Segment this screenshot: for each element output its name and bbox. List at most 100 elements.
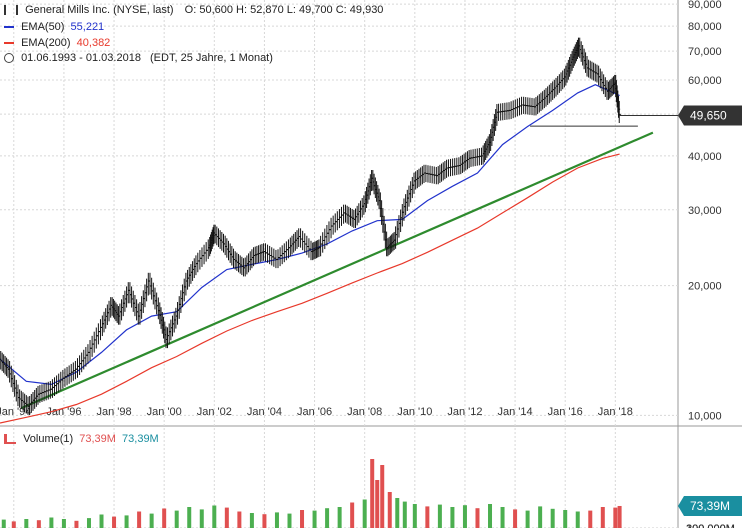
time-axis-tick: Jan '14 — [498, 406, 533, 418]
volume-bar — [402, 501, 407, 528]
volume-bar — [462, 505, 467, 528]
time-axis-tick: Jan '02 — [197, 406, 232, 418]
ema200-line — [0, 153, 620, 424]
volume-bar — [412, 504, 417, 528]
date-range: 01.06.1993 - 01.03.2018 (EDT, 25 Jahre, … — [4, 52, 273, 64]
price-axis-tick: 20,000 — [688, 281, 722, 293]
ema200-label: EMA(200) — [21, 37, 71, 50]
volume-bar — [550, 508, 555, 528]
volume-bar — [437, 504, 442, 528]
volume-axis-tick: 300,000M — [686, 523, 735, 528]
volume-bar — [174, 510, 179, 528]
time-axis-tick: Jan '06 — [297, 406, 332, 418]
last-price-tag-bg — [678, 105, 742, 126]
clock-icon — [4, 53, 14, 64]
volume-bar — [49, 517, 54, 528]
price-axis-tick: 60,000 — [688, 75, 722, 87]
volume-bar — [370, 459, 375, 528]
volume-bar — [262, 514, 267, 528]
ema200-value: 40,382 — [76, 37, 111, 50]
volume-bar — [11, 521, 16, 528]
volume-bar — [36, 520, 41, 528]
volume-bar — [124, 515, 129, 528]
volume-bar — [300, 510, 305, 528]
ema200-legend[interactable]: EMA(200) 40,382 — [4, 37, 110, 49]
volume-bar — [99, 514, 104, 528]
volume-bar — [287, 513, 292, 528]
volume-bar — [538, 506, 543, 528]
price-axis-tick: 80,000 — [688, 21, 722, 33]
volume-bar — [112, 516, 117, 528]
volume-bar — [387, 492, 392, 528]
volume-bar — [425, 506, 430, 528]
time-axis-tick: Jan '04 — [247, 406, 282, 418]
price-axis-tick: 90,000 — [688, 0, 722, 11]
volume-bar — [149, 513, 154, 528]
volume-bar — [86, 518, 91, 528]
volume-bar — [588, 510, 593, 528]
time-axis-tick: Jan '94 — [0, 406, 31, 418]
volume-bar — [325, 508, 330, 528]
volume-bars-icon — [4, 434, 16, 445]
time-axis-tick: Jan '08 — [347, 406, 382, 418]
volume-label: Volume(1) — [23, 433, 74, 446]
volume-bar — [162, 508, 167, 528]
price-axis-tick: 30,000 — [688, 205, 722, 217]
volume-bar — [61, 519, 66, 528]
volume-bar — [450, 507, 455, 528]
volume-bar — [395, 498, 400, 528]
volume-bar — [613, 507, 618, 528]
volume-bar — [199, 509, 204, 528]
ema50-value: 55,221 — [70, 21, 105, 34]
ema50-label: EMA(50) — [21, 21, 65, 34]
ohlc-values: O: 50,600 H: 52,870 L: 49,700 C: 49,930 — [184, 4, 384, 17]
volume-bar — [575, 511, 580, 528]
volume-bar — [249, 513, 254, 528]
volume-bar — [350, 502, 355, 528]
volume-bar — [375, 480, 380, 528]
volume-bar — [513, 509, 518, 528]
time-axis-tick: Jan '18 — [598, 406, 633, 418]
time-axis-tick: Jan '00 — [147, 406, 182, 418]
volume-bar — [563, 510, 568, 528]
time-axis-tick: Jan '16 — [548, 406, 583, 418]
volume-tag-bg — [678, 495, 742, 516]
ema50-line — [0, 84, 620, 386]
volume-bar — [488, 504, 493, 528]
volume-bar — [224, 507, 229, 528]
time-axis-tick: Jan '10 — [397, 406, 432, 418]
volume-bar — [212, 505, 217, 528]
volume-bar — [24, 519, 29, 528]
volume-bar — [380, 465, 385, 528]
date-range-text: 01.06.1993 - 01.03.2018 — [21, 52, 141, 65]
ema200-swatch — [4, 42, 14, 45]
volume-bar — [237, 511, 242, 528]
volume-bar — [525, 510, 530, 528]
price-axis-tick: 40,000 — [688, 151, 722, 163]
instrument-title: General Mills Inc. (NYSE, last) — [25, 4, 174, 17]
volume-axis-tick: 100,000M — [686, 523, 735, 528]
trend-line — [20, 131, 654, 410]
ema50-swatch — [4, 26, 14, 29]
volume-axis-tick: 200,000M — [686, 523, 735, 528]
date-range-info: (EDT, 25 Jahre, 1 Monat) — [150, 52, 273, 65]
volume-bar — [475, 508, 480, 528]
ema50-legend[interactable]: EMA(50) 55,221 — [4, 21, 104, 33]
volume-bar — [187, 507, 192, 528]
volume-bar — [600, 507, 605, 528]
price-axis-tick: 70,000 — [688, 46, 722, 58]
candlestick-icon — [4, 5, 18, 16]
volume-tag: 73,39M — [690, 499, 730, 513]
volume-bar — [362, 499, 367, 528]
volume-bar — [74, 520, 79, 528]
volume-value-teal: 73,39M — [122, 433, 159, 446]
volume-bar — [312, 510, 317, 528]
price-axis-tick: 10,000 — [688, 410, 722, 422]
time-axis-tick: Jan '12 — [447, 406, 482, 418]
volume-bar — [617, 505, 622, 528]
volume-bar — [1, 519, 6, 528]
volume-bar — [274, 512, 279, 528]
volume-bar — [337, 507, 342, 528]
time-axis-tick: Jan '96 — [46, 406, 81, 418]
